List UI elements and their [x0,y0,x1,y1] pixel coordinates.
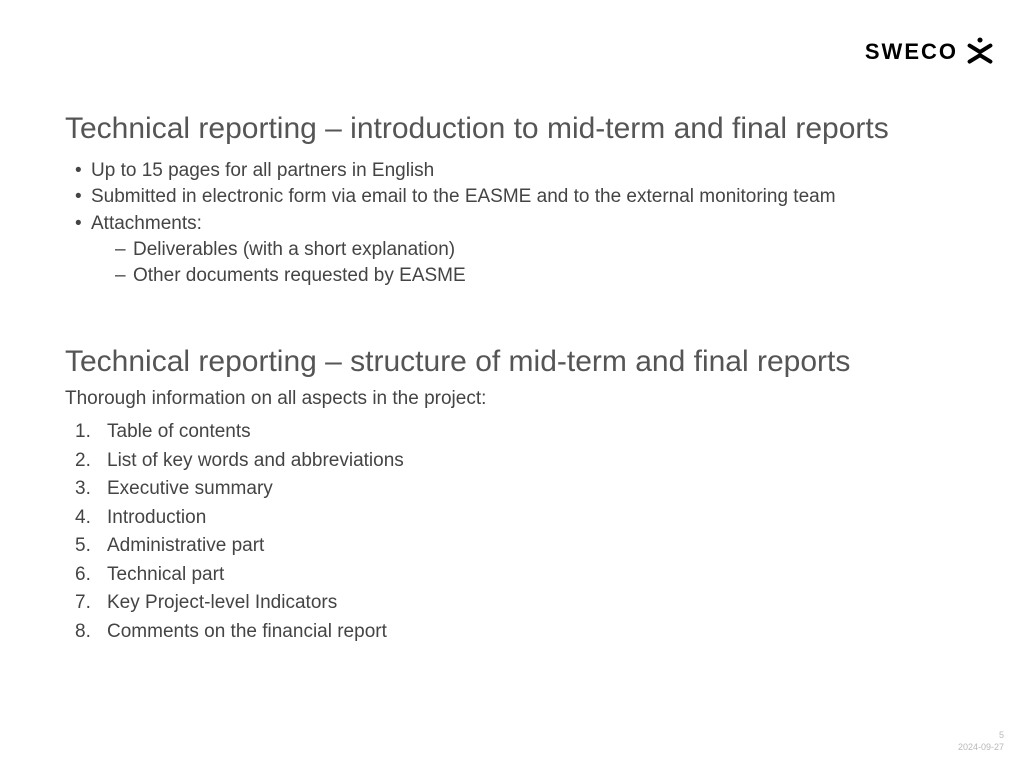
list-item: Other documents requested by EASME [115,263,959,289]
list-item: Administrative part [75,532,959,561]
slide-footer: 5 2024-09-27 [958,729,1004,754]
heading-intro: Technical reporting – introduction to mi… [65,110,959,148]
list-item: Deliverables (with a short explanation) [115,237,959,263]
list-item: Executive summary [75,475,959,504]
structure-ordered-list: Table of contents List of key words and … [65,418,959,646]
list-item: Attachments: Deliverables (with a short … [75,211,959,289]
intro-sub-list: Deliverables (with a short explanation) … [91,237,959,288]
list-item: Key Project-level Indicators [75,589,959,618]
footer-date: 2024-09-27 [958,741,1004,754]
list-item: Technical part [75,561,959,590]
section-intro: Technical reporting – introduction to mi… [65,110,959,289]
list-item: List of key words and abbreviations [75,447,959,476]
list-item: Introduction [75,504,959,533]
page-number: 5 [958,729,1004,742]
list-item: Table of contents [75,418,959,447]
brand-logo-icon [964,36,996,68]
list-item: Comments on the financial report [75,618,959,647]
brand-logo: SWECO [865,36,996,68]
list-item: Submitted in electronic form via email t… [75,184,959,211]
structure-lead: Thorough information on all aspects in t… [65,388,959,410]
list-item: Up to 15 pages for all partners in Engli… [75,158,959,185]
intro-bullet-list: Up to 15 pages for all partners in Engli… [65,158,959,289]
list-item-label: Attachments: [91,213,202,234]
brand-logo-text: SWECO [865,39,958,65]
section-structure: Technical reporting – structure of mid-t… [65,343,959,647]
slide: SWECO Technical reporting – introduction… [0,0,1024,768]
heading-structure: Technical reporting – structure of mid-t… [65,343,959,381]
